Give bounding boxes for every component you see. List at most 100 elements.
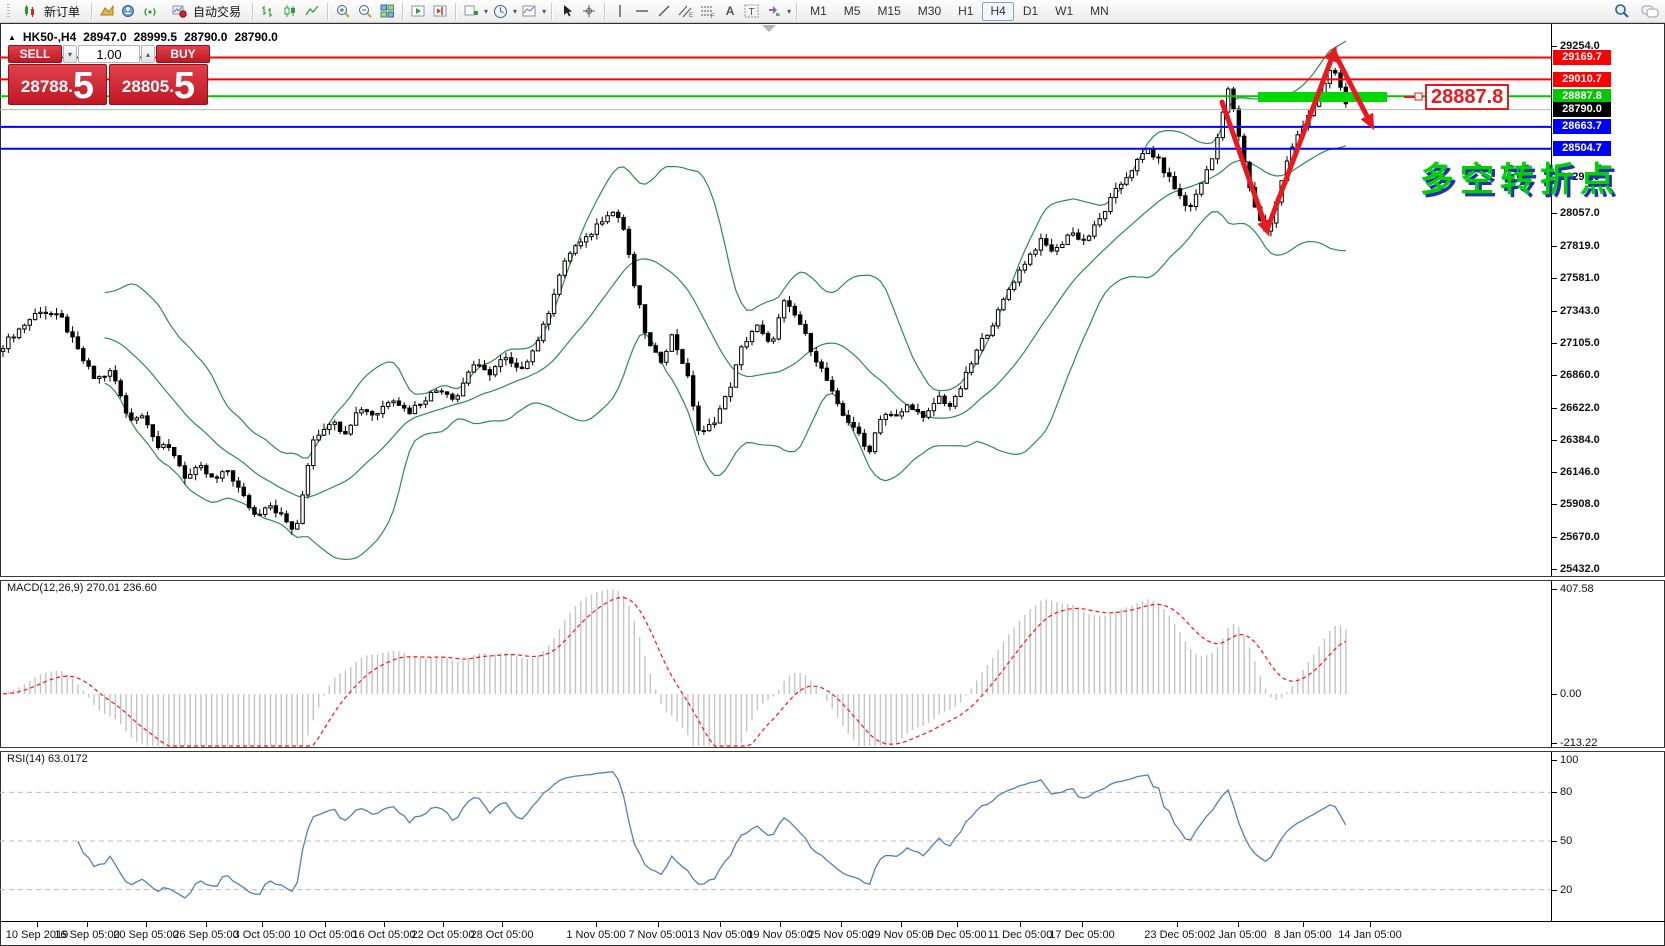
time-axis-label[interactable]: 8 Jan 05:00 [1274,929,1332,941]
time-axis-tick [443,922,444,927]
time-axis-label[interactable]: 14 Jan 05:00 [1338,929,1402,941]
rsi-scale-label: 100 [1560,754,1579,766]
autoscroll-icon[interactable] [408,2,428,21]
timeframe-button-h4[interactable]: H4 [982,1,1014,21]
tile-windows-icon[interactable] [377,2,397,21]
vertical-line-icon[interactable] [610,2,630,21]
collapse-icon[interactable]: ▲ [8,32,16,42]
signals-icon[interactable] [141,2,161,21]
autotrading-button[interactable]: 自动交易 [163,2,247,21]
indicator-scale-tick [1551,841,1557,842]
time-axis-label[interactable]: 11 Dec 05:00 [987,929,1053,941]
time-axis-label[interactable]: 19 Nov 05:00 [747,929,813,941]
indicator-scale-tick [1551,792,1557,793]
period-button[interactable] [490,2,510,21]
time-axis-label[interactable]: 26 Sep 05:00 [173,929,239,941]
navigator-icon[interactable] [119,2,139,21]
timeframe-button-w1[interactable]: W1 [1047,2,1081,21]
time-axis-label[interactable]: 1 Nov 05:00 [566,929,626,941]
price-axis-tick [1551,440,1557,441]
time-axis-tick [957,922,958,927]
shapes-button[interactable] [764,2,784,21]
buy-button[interactable]: BUY [156,45,210,63]
price-axis-tick [1551,311,1557,312]
price-axis-tick [1551,408,1557,409]
add-indicator-button[interactable] [461,2,481,21]
time-axis-label[interactable]: 10 Sep 2019 [5,929,69,941]
chart-area[interactable] [0,23,1665,946]
volume-decrease-button[interactable]: ▾ [63,45,77,63]
indicator-scale-tick [1551,589,1557,590]
rsi-scale-label: 80 [1560,786,1573,798]
time-axis-tick [720,922,721,927]
text-tool-icon[interactable]: A [725,4,735,18]
cursor-icon[interactable] [557,2,577,21]
timeframe-button-m15[interactable]: M15 [869,2,908,21]
time-axis-label[interactable]: 3 Oct 05:00 [233,929,291,941]
template-caret-icon[interactable]: ▾ [542,6,547,16]
time-axis-label[interactable]: 22 Oct 05:00 [411,929,475,941]
time-axis-label[interactable]: 2 Jan 05:00 [1209,929,1267,941]
rsi-pane-separator[interactable] [0,747,1665,752]
zoom-out-icon[interactable] [355,2,375,21]
trendline-icon[interactable] [654,2,674,21]
candlestick-chart-icon[interactable] [280,2,300,21]
time-axis-tick [37,922,38,927]
time-axis-label[interactable]: 7 Nov 05:00 [628,929,688,941]
new-order-button[interactable]: 新订单 [14,2,86,21]
bar-chart-icon[interactable] [258,2,278,21]
price-axis-tick [1551,278,1557,279]
timeframe-button-m1[interactable]: M1 [802,2,835,21]
separator [327,2,329,20]
sell-button[interactable]: SELL [8,45,62,63]
time-axis-label[interactable]: 5 Dec 05:00 [927,929,987,941]
chart-shift-icon[interactable] [430,2,450,21]
timeframe-button-h1[interactable]: H1 [950,2,981,21]
time-axis-label[interactable]: 13 Nov 05:00 [687,929,753,941]
price-axis-label: 27819.0 [1560,240,1600,252]
time-axis-tick [841,922,842,927]
line-chart-icon[interactable] [302,2,322,21]
volume-increase-button[interactable]: ▴ [141,45,155,63]
add-indicator-caret-icon[interactable]: ▾ [484,6,489,16]
crosshair-icon[interactable] [579,2,599,21]
timeframe-button-m30[interactable]: M30 [910,2,949,21]
template-button[interactable] [519,2,539,21]
label-tool-icon[interactable]: T [742,2,762,21]
price-axis-tick [1551,504,1557,505]
time-axis-label[interactable]: 16 Sep 05:00 [54,929,120,941]
timeframe-button-mn[interactable]: MN [1082,2,1117,21]
time-axis-label[interactable]: 28 Oct 05:00 [470,929,534,941]
sell-price[interactable]: 28788. 5 [8,64,107,105]
time-axis-label[interactable]: 16 Oct 05:00 [352,929,416,941]
time-axis-label[interactable]: 20 Sep 05:00 [113,929,179,941]
volume-input[interactable] [78,45,140,63]
time-axis-tick [146,922,147,927]
time-axis-label[interactable]: 10 Oct 05:00 [293,929,357,941]
horizontal-line-icon[interactable] [632,2,652,21]
indicator-scale-tick [1551,890,1557,891]
chat-icon[interactable] [1640,2,1660,21]
timeframe-button-m5[interactable]: M5 [836,2,869,21]
time-axis-tick [1303,922,1304,927]
price-axis-tick [1551,46,1557,47]
time-axis-label[interactable]: 25 Nov 05:00 [808,929,874,941]
period-caret-icon[interactable]: ▾ [513,6,518,16]
channel-icon[interactable]: E [676,2,696,21]
time-axis-label[interactable]: 17 Dec 05:00 [1049,929,1115,941]
macd-pane-separator[interactable] [0,576,1665,581]
zoom-in-icon[interactable] [333,2,353,21]
macd-scale-label: 407.58 [1560,583,1594,595]
timeframe-button-d1[interactable]: D1 [1015,2,1046,21]
price-level-badge: 29010.7 [1553,71,1611,87]
shapes-caret-icon[interactable]: ▾ [787,6,792,16]
time-axis-label[interactable]: 29 Nov 05:00 [868,929,934,941]
price-callout[interactable]: 28887.8 [1425,84,1510,110]
close-value: 28790.0 [234,30,278,44]
fibonacci-icon[interactable]: F [698,2,718,21]
market-watch-icon[interactable] [97,2,117,21]
time-axis-label[interactable]: 23 Dec 05:00 [1144,929,1210,941]
buy-price[interactable]: 28805. 5 [109,64,208,105]
search-icon[interactable] [1612,2,1632,21]
price-axis-label: 26860.0 [1560,369,1600,381]
